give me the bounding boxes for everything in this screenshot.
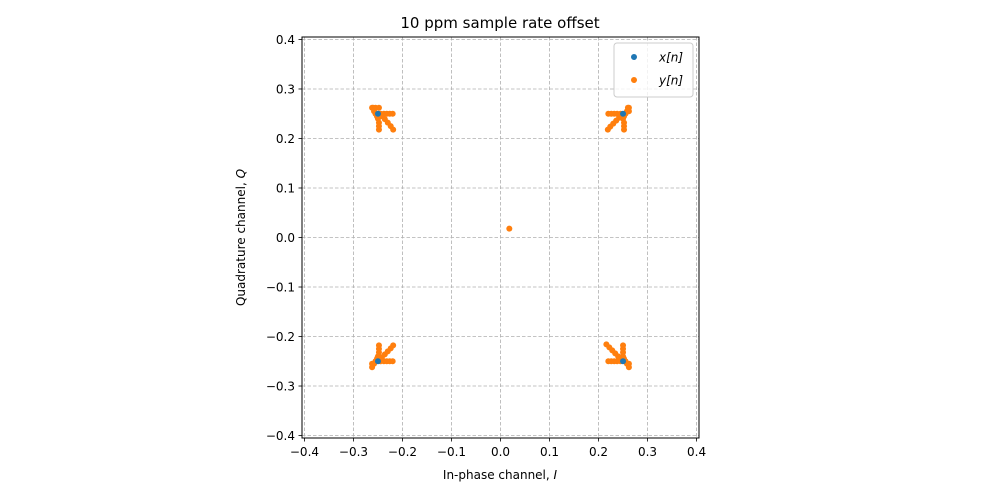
data-points	[369, 104, 632, 371]
point-y-n	[389, 110, 396, 117]
point-y-n	[390, 126, 397, 133]
x-tick-label: −0.1	[437, 445, 466, 459]
point-y-n	[389, 358, 396, 365]
point-y-n	[620, 342, 627, 349]
y-axis-label-variable: Q	[234, 169, 248, 178]
x-tick-label: −0.2	[388, 445, 417, 459]
point-x-n	[620, 110, 627, 117]
x-tick-label: 0.2	[589, 445, 608, 459]
y-tick-label: −0.3	[266, 379, 295, 393]
x-tick-label: 0.4	[687, 445, 706, 459]
point-x-n	[620, 358, 627, 365]
legend: x[n] y[n]	[613, 42, 694, 98]
point-y-n	[603, 341, 610, 348]
y-axis-label: Quadrature channel, Q	[234, 169, 248, 306]
y-tick-label: −0.2	[266, 330, 295, 344]
legend-marker	[631, 54, 637, 60]
x-tick-label: −0.4	[290, 445, 319, 459]
point-x-n	[374, 110, 381, 117]
y-tick-label: 0.3	[276, 82, 295, 96]
point-y-n	[621, 126, 628, 133]
x-axis-label-variable: I	[554, 468, 558, 482]
point-y-n	[604, 126, 611, 133]
legend-marker	[631, 77, 637, 83]
point-y-n	[605, 110, 612, 117]
point-y-n	[625, 108, 632, 115]
y-tick-label: 0.0	[276, 231, 295, 245]
y-tick-label: −0.4	[266, 429, 295, 443]
x-tick-label: 0.0	[491, 445, 510, 459]
y-tick-label: 0.4	[276, 33, 295, 47]
x-axis-label: In-phase channel, I	[443, 468, 558, 482]
y-axis-label-text: Quadrature channel,	[234, 178, 248, 306]
legend-label: x[n]	[658, 51, 683, 65]
point-y-n	[375, 104, 382, 111]
y-tick-label: −0.1	[266, 280, 295, 294]
point-x-n	[374, 358, 381, 365]
x-tick-label: −0.3	[339, 445, 368, 459]
x-tick-label: 0.1	[540, 445, 559, 459]
point-y-n	[375, 126, 382, 133]
y-tick-label: 0.1	[276, 181, 295, 195]
point-y-n	[369, 360, 376, 367]
y-tick-label: 0.2	[276, 132, 295, 146]
point-y-n	[390, 342, 397, 349]
chart-title: 10 ppm sample rate offset	[400, 14, 599, 32]
point-y-n	[605, 358, 612, 365]
point-y-n	[625, 360, 632, 367]
point-y-n	[506, 225, 513, 232]
axis-ticks: −0.4 −0.3 −0.2 −0.1 0.0 0.1 0.2 0.3 0.4 −0.4 −0.3 −…	[266, 33, 706, 459]
x-axis-label-text: In-phase channel,	[443, 468, 554, 482]
legend-label: y[n]	[658, 74, 683, 88]
point-y-n	[375, 342, 382, 349]
x-tick-label: 0.3	[638, 445, 657, 459]
